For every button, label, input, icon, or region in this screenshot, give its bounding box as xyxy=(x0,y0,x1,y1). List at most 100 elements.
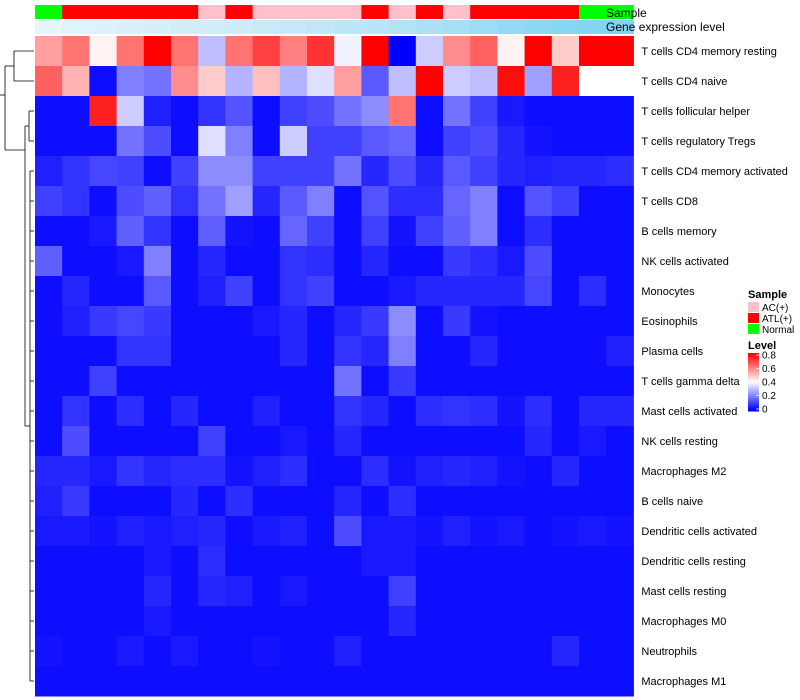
colorbar-tick-label: 0 xyxy=(762,405,768,416)
heatmap-cell xyxy=(307,306,335,337)
heatmap-cell xyxy=(470,186,498,217)
heatmap-cell xyxy=(225,396,254,427)
heatmap-cell xyxy=(415,186,444,217)
heatmap-cell xyxy=(497,666,526,697)
row-label: T cells CD4 naive xyxy=(641,76,727,88)
heatmap-cell xyxy=(470,606,498,637)
heatmap-cell xyxy=(252,36,281,67)
gene-expression-annotation-cell xyxy=(307,20,335,34)
heatmap-cell xyxy=(415,456,444,487)
heatmap-cell xyxy=(225,576,254,607)
heatmap-cell xyxy=(497,36,526,67)
heatmap-cell xyxy=(252,246,281,277)
colorbar-segment xyxy=(748,377,759,380)
heatmap-cell xyxy=(334,546,362,577)
heatmap-cell xyxy=(279,366,308,397)
heatmap-cell xyxy=(198,216,226,247)
colorbar-segment xyxy=(748,383,759,386)
heatmap-cell xyxy=(116,366,145,397)
row-label: Mast cells activated xyxy=(641,406,737,418)
heatmap-cell xyxy=(524,486,553,517)
heatmap-cell xyxy=(252,126,281,157)
heatmap-cell xyxy=(116,606,145,637)
heatmap-cell xyxy=(116,96,145,127)
heatmap-cell xyxy=(198,306,226,337)
heatmap-cell xyxy=(143,36,172,67)
heatmap-cell xyxy=(579,546,607,577)
heatmap-cell xyxy=(334,426,362,457)
heatmap-cell xyxy=(415,486,444,517)
heatmap-cell xyxy=(198,636,226,667)
heatmap-cell xyxy=(334,576,362,607)
heatmap-cell xyxy=(225,36,254,67)
heatmap-cell xyxy=(551,36,580,67)
gene-expression-annotation-bar xyxy=(35,20,634,34)
heatmap-cell xyxy=(307,606,335,637)
heatmap-cell xyxy=(252,426,281,457)
heatmap-cell xyxy=(198,246,226,277)
heatmap-cell xyxy=(116,456,145,487)
heatmap-cell xyxy=(35,366,63,397)
gene-expression-annotation-cell xyxy=(252,20,281,34)
heatmap-cell xyxy=(116,306,145,337)
heatmap-cell xyxy=(415,396,444,427)
heatmap-cell xyxy=(524,276,553,307)
colorbar-segment xyxy=(748,368,759,371)
heatmap-cell xyxy=(35,36,63,67)
heatmap-cell xyxy=(279,426,308,457)
legend-sample-title: Sample xyxy=(748,289,787,301)
heatmap-cell xyxy=(35,486,63,517)
heatmap-cell xyxy=(89,606,118,637)
heatmap-cell xyxy=(89,456,118,487)
heatmap-cell xyxy=(143,246,172,277)
heatmap-cell xyxy=(388,276,417,307)
heatmap-cell xyxy=(524,216,553,247)
heatmap-cell xyxy=(307,636,335,667)
heatmap-cell xyxy=(35,546,63,577)
heatmap-cell xyxy=(225,306,254,337)
heatmap-cell xyxy=(116,516,145,547)
heatmap-cell xyxy=(497,366,526,397)
colorbar-segment xyxy=(748,376,759,379)
heatmap-cell xyxy=(388,366,417,397)
heatmap-cell xyxy=(497,216,526,247)
heatmap-cell xyxy=(198,96,226,127)
heatmap-cell xyxy=(198,606,226,637)
heatmap-cell xyxy=(497,306,526,337)
heatmap-cell xyxy=(171,156,199,187)
heatmap-cell xyxy=(89,576,118,607)
heatmap-cell xyxy=(524,96,553,127)
heatmap-cell xyxy=(89,426,118,457)
sample-annotation-cell xyxy=(171,5,199,19)
heatmap-cell xyxy=(388,456,417,487)
heatmap-cell xyxy=(116,396,145,427)
heatmap-cell xyxy=(225,156,254,187)
heatmap-cell xyxy=(225,186,254,217)
heatmap-cell xyxy=(470,426,498,457)
heatmap-cell xyxy=(62,576,90,607)
heatmap-cell xyxy=(551,366,580,397)
row-label: Dendritic cells activated xyxy=(641,526,757,538)
heatmap-cell xyxy=(443,666,471,697)
heatmap-cell xyxy=(361,516,390,547)
heatmap-cell xyxy=(443,336,471,367)
heatmap-cell xyxy=(524,306,553,337)
heatmap-cell xyxy=(198,66,226,97)
heatmap-cell xyxy=(171,396,199,427)
heatmap-cell xyxy=(198,186,226,217)
heatmap-cell xyxy=(143,96,172,127)
gene-expression-annotation-cell xyxy=(524,20,553,34)
heatmap-cell xyxy=(334,336,362,367)
sample-annotation-bar xyxy=(35,5,634,19)
heatmap-cell xyxy=(62,546,90,577)
heatmap-cell xyxy=(171,336,199,367)
heatmap-cell xyxy=(497,516,526,547)
heatmap-cell xyxy=(279,216,308,247)
heatmap-cell xyxy=(497,126,526,157)
colorbar-segment xyxy=(748,392,759,395)
colorbar-segment xyxy=(748,400,759,403)
heatmap-cell xyxy=(62,96,90,127)
heatmap-cell xyxy=(62,636,90,667)
heatmap-cell xyxy=(361,246,390,277)
heatmap-cell xyxy=(279,156,308,187)
